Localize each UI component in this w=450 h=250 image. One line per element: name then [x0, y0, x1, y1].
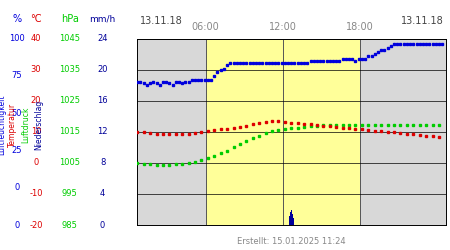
- Text: 0: 0: [14, 220, 19, 230]
- Text: Niederschlag: Niederschlag: [34, 100, 43, 150]
- Bar: [291, 210, 292, 225]
- Text: 30: 30: [31, 65, 41, 74]
- Text: 0: 0: [33, 158, 39, 168]
- Text: 16: 16: [97, 96, 108, 105]
- Text: 8: 8: [100, 158, 105, 168]
- Text: Luftdruck: Luftdruck: [22, 107, 31, 143]
- Text: 75: 75: [11, 72, 22, 80]
- Text: 0: 0: [100, 220, 105, 230]
- Text: Temperatur: Temperatur: [8, 103, 17, 147]
- Text: 4: 4: [100, 190, 105, 198]
- Bar: [289, 216, 290, 225]
- Text: 1045: 1045: [59, 34, 80, 43]
- Text: 50: 50: [11, 109, 22, 118]
- Text: 1025: 1025: [59, 96, 80, 105]
- Text: 25: 25: [11, 146, 22, 155]
- Text: -20: -20: [29, 220, 43, 230]
- Text: mm/h: mm/h: [90, 15, 116, 24]
- Text: 985: 985: [62, 220, 78, 230]
- Text: 1015: 1015: [59, 127, 80, 136]
- Text: hPa: hPa: [61, 14, 79, 24]
- Text: 13.11.18: 13.11.18: [140, 16, 182, 26]
- Text: 20: 20: [97, 65, 108, 74]
- Text: Erstellt: 15.01.2025 11:24: Erstellt: 15.01.2025 11:24: [237, 237, 346, 246]
- Text: 0: 0: [14, 183, 19, 192]
- Text: %: %: [12, 14, 21, 24]
- Text: -10: -10: [29, 190, 43, 198]
- Bar: [290, 212, 292, 225]
- Text: 10: 10: [31, 127, 41, 136]
- Text: °C: °C: [30, 14, 42, 24]
- Bar: [206, 39, 360, 225]
- Text: 12: 12: [97, 127, 108, 136]
- Text: 24: 24: [97, 34, 108, 43]
- Text: 40: 40: [31, 34, 41, 43]
- Text: 13.11.18: 13.11.18: [400, 16, 443, 26]
- Text: 20: 20: [31, 96, 41, 105]
- Text: 1005: 1005: [59, 158, 80, 168]
- Text: 995: 995: [62, 190, 77, 198]
- Text: 100: 100: [9, 34, 24, 43]
- Bar: [292, 218, 293, 225]
- Bar: [360, 39, 446, 225]
- Bar: [137, 39, 206, 225]
- Text: 1035: 1035: [59, 65, 80, 74]
- Text: Luftfeuchtigkeit: Luftfeuchtigkeit: [0, 95, 7, 155]
